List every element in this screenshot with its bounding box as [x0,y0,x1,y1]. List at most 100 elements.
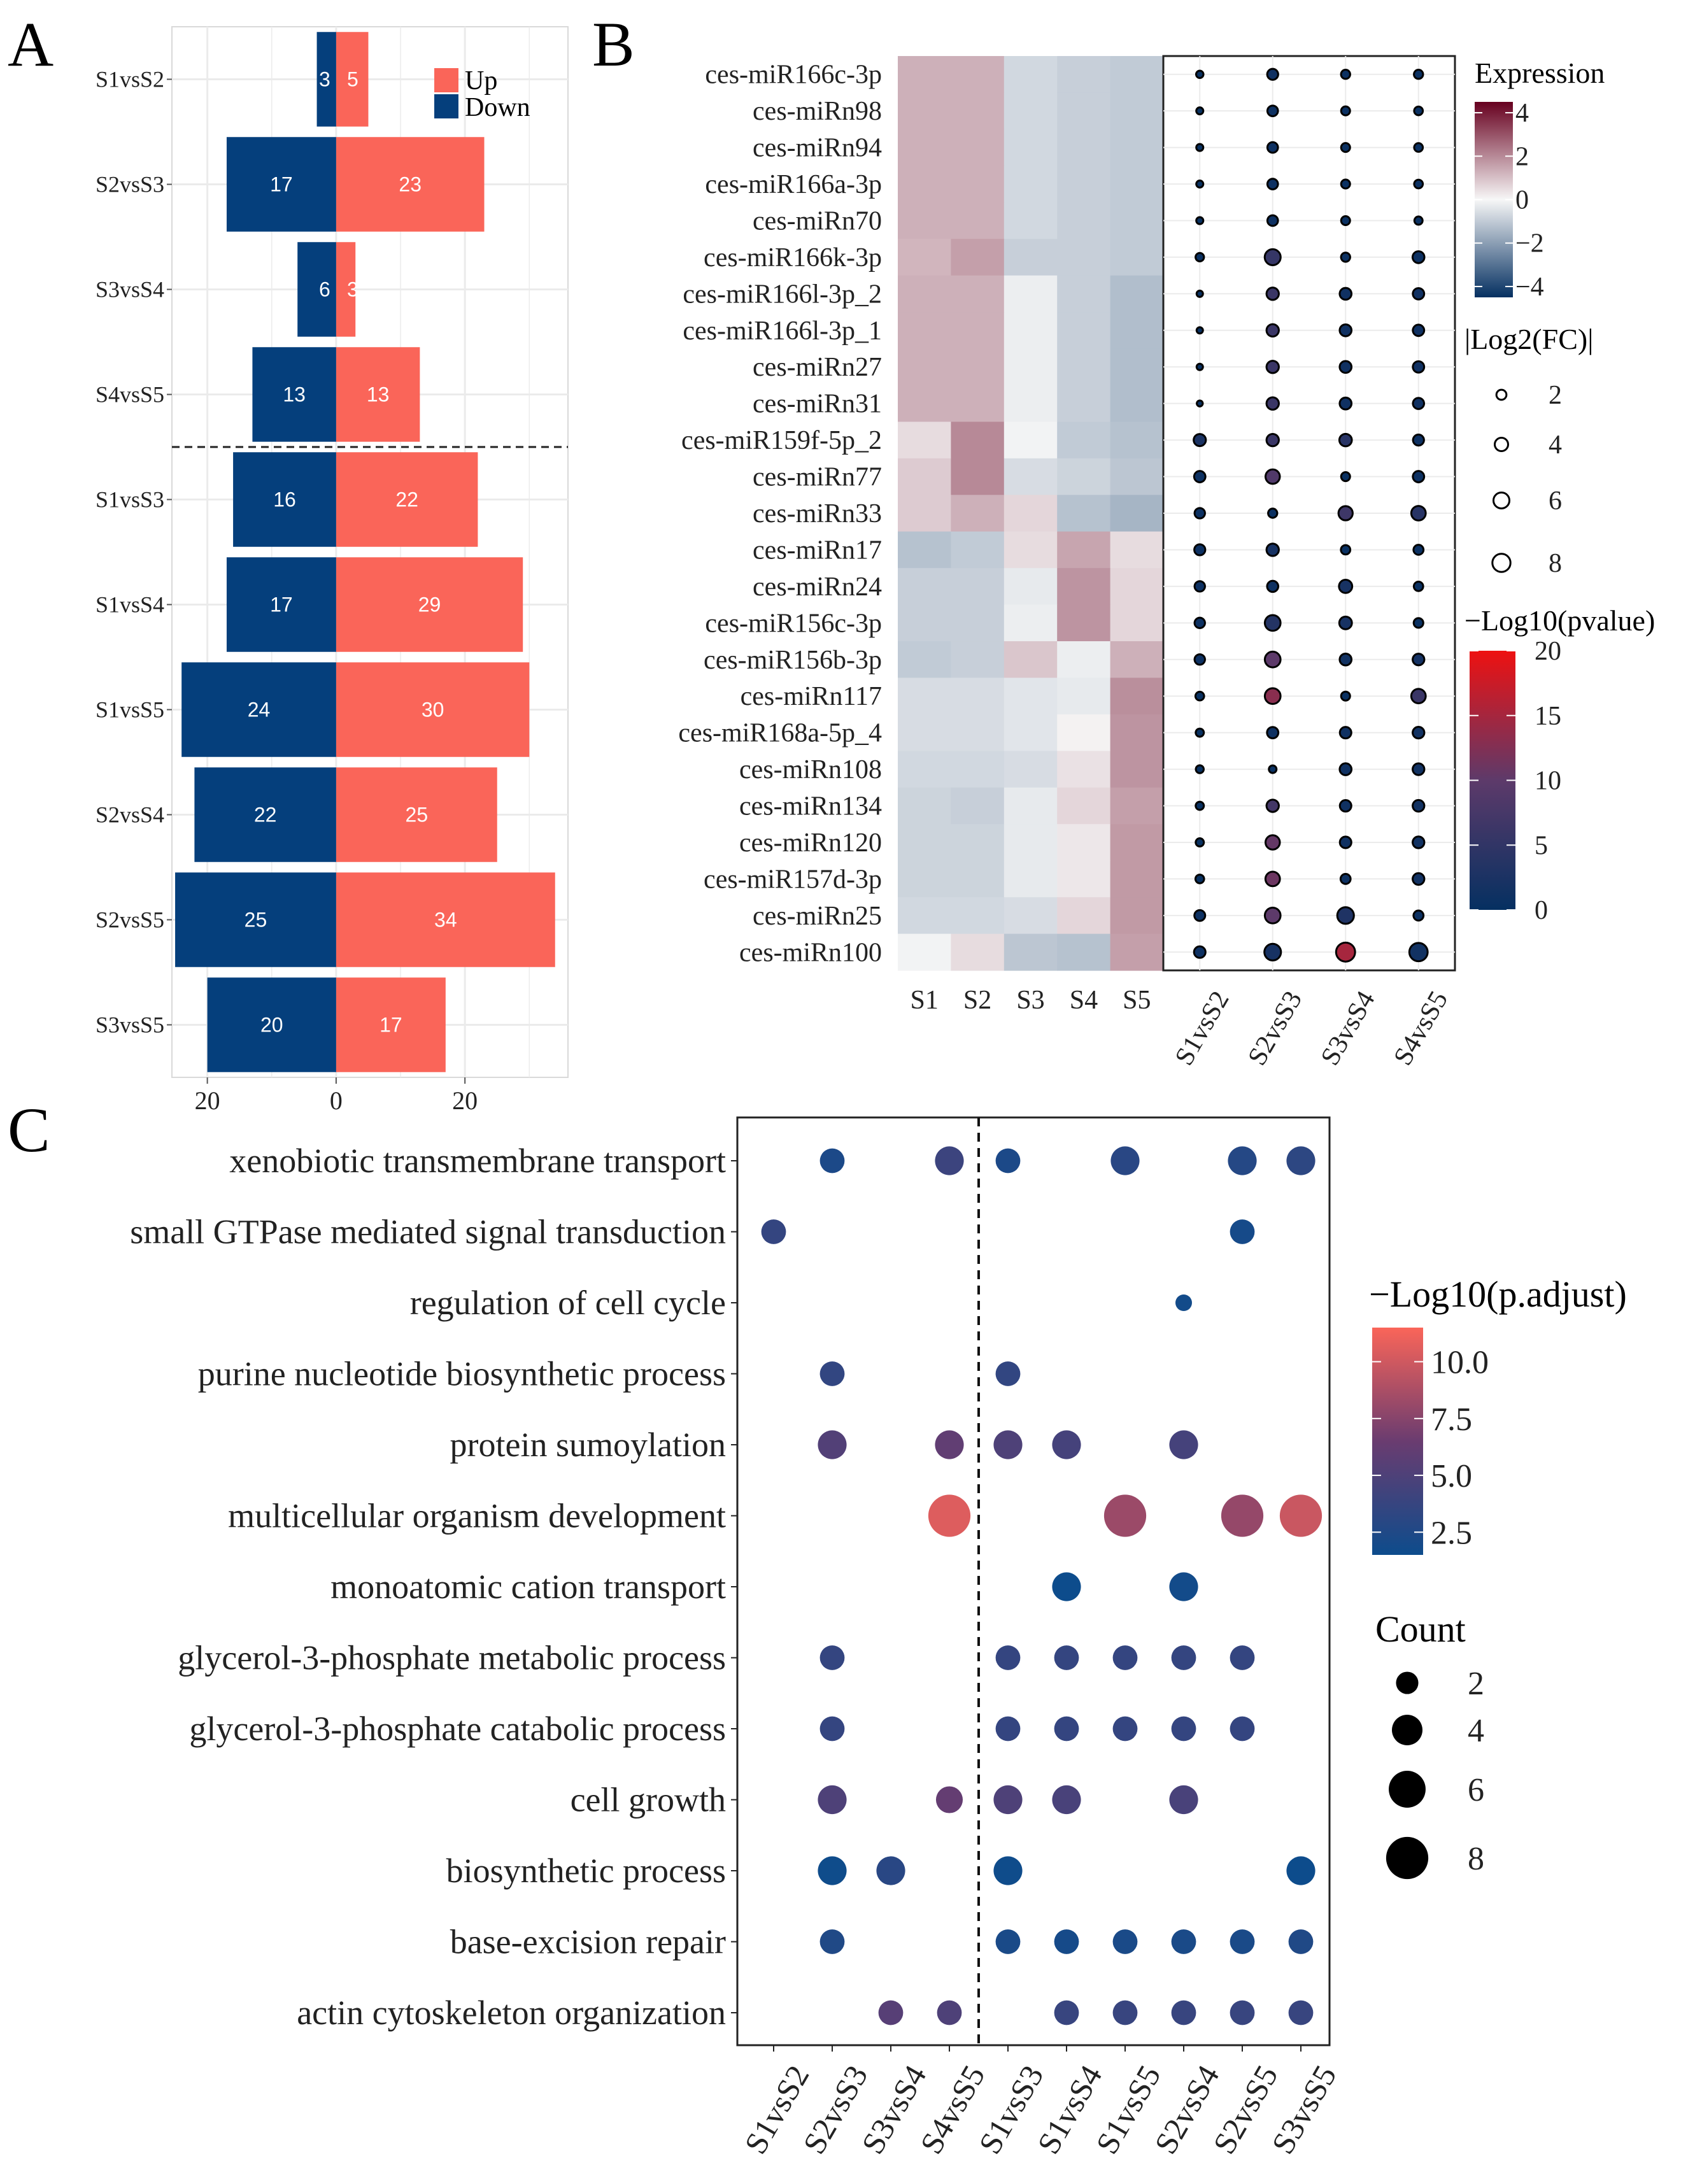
go-term-dot [1054,1645,1079,1670]
dotplot-column-label: S3vsS4 [1316,986,1381,1070]
bar-value-up: 23 [399,173,422,196]
row-label: ces-miRn134 [739,792,882,821]
heatmap-cell [951,458,1005,495]
go-term-dot [1286,1146,1316,1175]
panel-c-go-dotplot: xenobiotic transmembrane transport small … [130,1116,1627,2160]
go-term-dot [1221,1494,1264,1537]
x-tick-label: 20 [452,1086,478,1115]
dotplot-point [1412,653,1426,667]
category-label: S3vsS5 [96,1012,164,1038]
panel-c-column-labels: S1vsS2S2vsS3S3vsS4S4vsS5S1vsS3S1vsS4S1vs… [737,2045,1343,2160]
bar-up [336,557,523,652]
go-term-dot [818,1430,847,1459]
heatmap-cell [1110,385,1164,422]
expression-colorbar-ticks: 4 2 0 −2 −4 [1475,99,1544,302]
heatmap-cell [898,531,951,569]
dotplot-point [1413,69,1424,80]
heatmap-cell [898,677,951,715]
heatmap-cell [1110,751,1164,788]
heatmap-cell [898,933,951,971]
colorbar-tick-label: 0 [1535,896,1548,925]
size-legend-circle [1492,491,1511,510]
dotplot-point [1340,215,1351,226]
heatmap-cell [898,787,951,825]
row-label: ces-miRn70 [753,206,882,236]
dotplot-point [1265,432,1280,448]
bar-down [175,872,336,967]
heatmap-cell [1004,641,1058,679]
dotplot-point [1338,798,1352,813]
panel-b-row-labels: ces-miR166c-3p ces-miRn98 ces-miRn94 ces-mi… [678,60,882,968]
dotplot-point [1267,507,1279,519]
dotplot-point [1195,180,1205,189]
count-legend-label: 8 [1468,1841,1484,1877]
go-term-dot [995,1716,1021,1741]
heatmap-cell [1110,860,1164,898]
heatmap-cell [951,239,1005,276]
colorbar-tick-label: 7.5 [1431,1401,1472,1438]
heatmap-cell [1057,568,1111,606]
bar-down [226,557,336,652]
go-term-dot [1175,1294,1192,1311]
dotplot-point [1193,543,1207,557]
row-label: ces-miR156c-3p [705,609,882,638]
heatmap-cell [951,751,1005,788]
heatmap-cell [1057,677,1111,715]
row-label: ces-miRn27 [753,353,882,382]
heatmap-cell [951,166,1005,203]
go-term-dot [1230,1645,1255,1670]
colorbar-tick-label: 15 [1535,702,1561,731]
heatmap-cell [1110,787,1164,825]
row-label: ces-miRn108 [739,755,882,784]
heatmap-column-label: S3 [1016,986,1044,1015]
dotplot-point [1193,909,1207,922]
dotplot-point [1337,505,1354,521]
go-term-dot [1230,2000,1255,2025]
dotplot-point [1340,142,1351,153]
dotplot-point [1266,579,1280,593]
go-term-label: small GTPase mediated signal transductio… [130,1213,726,1251]
category-label: S2vsS5 [96,907,164,933]
category-label: S2vsS3 [96,172,164,197]
go-term-dot [1288,2000,1314,2025]
dotplot-point [1266,178,1279,190]
heatmap-cell [898,129,951,166]
go-term-dot [819,1148,845,1174]
dotplot-column-label: S2vsS3 [1242,986,1308,1070]
panel-a-legend: Up Down [434,66,530,122]
go-term-dot [993,1785,1023,1815]
dotplot-point [1412,617,1424,629]
row-label: ces-miR156b-3p [704,646,882,675]
padjust-legend: −Log10(p.adjust) 10.0 7.5 5.0 2.5 [1369,1273,1627,1555]
dotplot-point [1340,178,1351,190]
go-term-dot [819,1929,845,1954]
dotplot-point [1338,726,1352,740]
panel-label-c: C [8,1095,50,1165]
colorbar-tick-label: −4 [1515,273,1544,302]
dotplot-point [1410,688,1427,705]
row-label: ces-miRn31 [753,390,882,419]
legend-label-up: Up [465,66,497,96]
dotplot-point [1195,800,1205,811]
go-term-label: base-excision repair [450,1923,726,1961]
heatmap-cell [1004,824,1058,862]
heatmap-cell [1004,312,1058,350]
heatmap-cell [1110,348,1164,386]
heatmap-cell [1004,568,1058,606]
go-term-dot [1169,1785,1198,1815]
dotplot-point [1265,542,1280,557]
pvalue-legend: −Log10(pvalue) 20 15 10 5 0 [1465,604,1655,925]
size-legend-label: 4 [1549,430,1562,460]
legend-label-down: Down [465,93,530,122]
dotplot-point [1412,725,1426,740]
heatmap-cell [1004,714,1058,751]
heatmap-cell [1110,202,1164,239]
heatmap-cell [1110,677,1164,715]
heatmap-cell [1057,239,1111,276]
dotplot-point [1193,580,1206,593]
heatmap-cell [951,568,1005,606]
heatmap-cell [1004,860,1058,898]
dotplot-point [1412,470,1426,483]
panel-b-dots [1193,67,1429,963]
